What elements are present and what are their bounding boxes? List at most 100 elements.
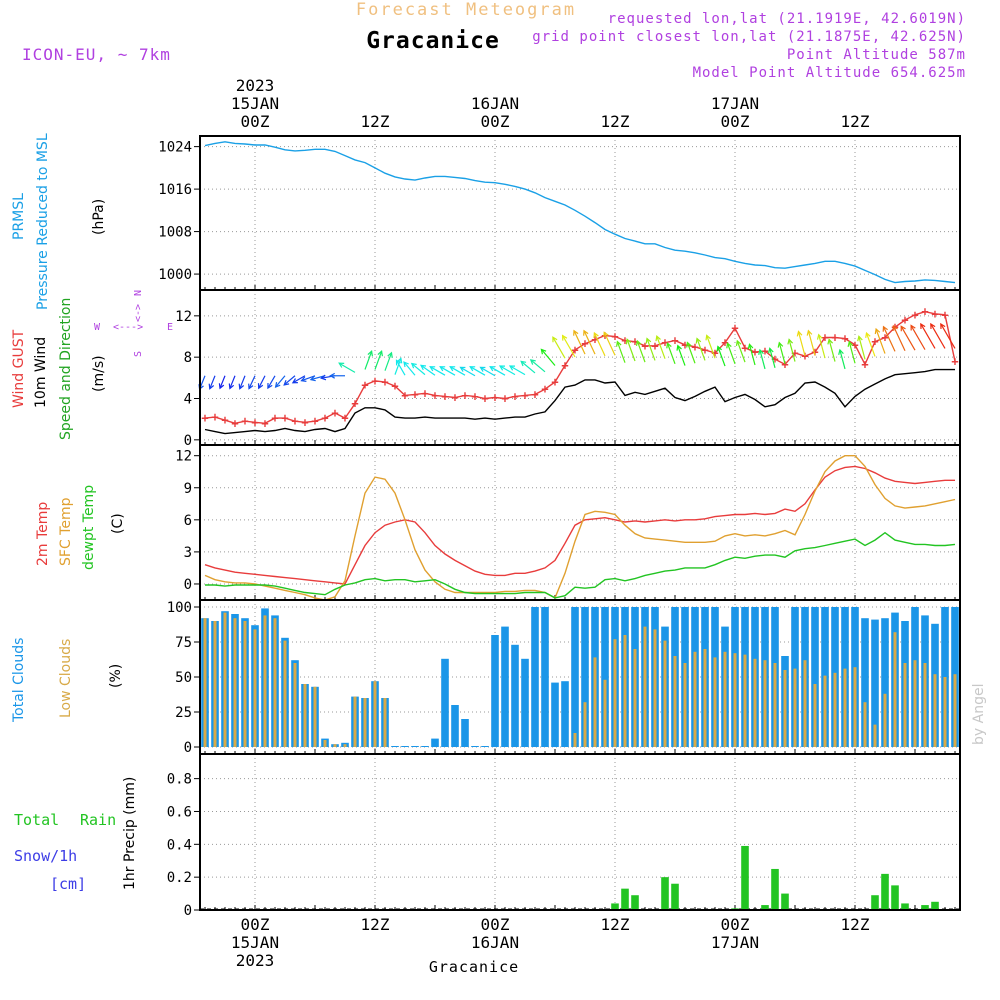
low-cloud-bar	[263, 615, 267, 747]
gust-marker: +	[291, 414, 298, 428]
total-cloud-bar	[491, 635, 499, 747]
y-tick-label: 0.4	[167, 837, 192, 853]
wind-arrow	[394, 358, 402, 375]
y-tick-label: 100	[167, 600, 192, 616]
low-cloud-bar	[843, 668, 847, 747]
wind-arrow-head	[449, 366, 456, 372]
precip-panel-labels: Total Rain Snow/1h [cm] 1hr Precip (mm)	[14, 777, 138, 893]
wind-arrow-head	[747, 343, 754, 350]
total-cloud-bar	[521, 658, 529, 747]
panel-frame	[199, 753, 961, 911]
low-cloud-bar	[303, 684, 307, 747]
wind-arrow	[480, 366, 496, 377]
low-cloud-bar	[853, 667, 857, 747]
gust-marker: +	[421, 386, 428, 400]
wind-arrow-head	[735, 339, 742, 346]
low-cloud-bar	[373, 681, 377, 747]
wind-arrow	[875, 328, 886, 354]
compass-arrow-n: <->	[133, 304, 144, 322]
wind-arrow-head	[508, 365, 516, 371]
wind-arrow-head	[758, 348, 764, 355]
gust-marker: +	[941, 308, 948, 322]
low-cloud-bar	[663, 640, 667, 747]
bottom-year-label: 2023	[236, 951, 275, 970]
rain-bar	[871, 895, 879, 910]
watermark: by Angel	[971, 684, 987, 745]
total-cloud-bar	[501, 626, 509, 747]
y-tick-label: 0	[184, 903, 192, 919]
gust-marker: +	[701, 343, 708, 357]
wind-arrow-head	[666, 342, 672, 349]
rain-bar	[661, 877, 669, 910]
low-cloud-bar	[313, 686, 317, 747]
wind-arrow-head	[395, 359, 402, 366]
wind-arrow	[759, 349, 766, 370]
low-cloud-bar	[763, 660, 767, 747]
wind-arrow-head	[777, 341, 784, 348]
low-cloud-bar	[723, 651, 727, 747]
rain-bar	[621, 888, 629, 910]
series-line-wind-gust	[204, 310, 956, 425]
legend-total: Total	[14, 811, 59, 829]
wind-arrow-head	[248, 383, 254, 390]
wind-arrow-head	[479, 366, 486, 372]
total-cloud-bar	[451, 705, 459, 747]
low-cloud-bar	[913, 660, 917, 747]
wind-arrow-head	[274, 381, 281, 388]
wind-arrow-head	[857, 335, 863, 342]
wind-arrow	[267, 375, 276, 389]
panel-2: 0 3 6 9 12	[175, 444, 961, 601]
wind-arrow	[219, 375, 226, 389]
bottom-date-label: 16JAN	[471, 933, 519, 952]
gust-marker: +	[481, 392, 488, 406]
wind-arrow	[892, 325, 906, 352]
total-cloud-bar	[401, 746, 409, 747]
gust-marker: +	[771, 352, 778, 366]
wind-arrow	[848, 341, 856, 364]
y-tick-label: 0.8	[167, 772, 192, 788]
wind-arrow-head	[625, 338, 632, 345]
wind-arrow-head	[726, 342, 732, 349]
low-cloud-bar	[773, 663, 777, 747]
wind-arrow-head	[768, 347, 774, 354]
legend-rain: Rain	[80, 811, 116, 829]
gust-marker: +	[201, 411, 208, 425]
total-cloud-bar	[871, 619, 879, 747]
y-tick-label: 50	[175, 670, 192, 686]
wind-arrow-head	[520, 360, 527, 367]
cloud-panel-labels: Total Clouds Low Clouds (%)	[11, 638, 124, 723]
wind-arrow	[573, 330, 586, 355]
wind-arrow	[636, 340, 646, 363]
requested-coords: requested lon,lat (21.1919E, 42.6019N)	[608, 11, 966, 27]
gust-marker: +	[801, 349, 808, 363]
wind-arrow	[520, 360, 536, 374]
wind-arrow	[696, 338, 706, 361]
wind-arrow-head	[338, 362, 345, 368]
y-tick-label: 75	[175, 635, 192, 651]
wind-arrow	[778, 342, 786, 364]
low-cloud-bar	[923, 663, 927, 747]
product-title: Forecast Meteogram	[356, 0, 576, 20]
top-time-label: 00Z	[481, 112, 510, 131]
wind-arrow-head	[291, 378, 298, 384]
wind-arrow	[748, 344, 756, 366]
gust-marker: +	[861, 357, 868, 371]
gust-marker: +	[851, 338, 858, 352]
gust-marker: +	[671, 334, 678, 348]
wind-arrow-head	[900, 325, 906, 332]
bottom-date-label: 15JAN	[231, 933, 279, 952]
wind-arrow-head	[695, 337, 702, 344]
wind-arrow	[469, 366, 486, 376]
y-tick-label: 0	[184, 740, 192, 756]
gust-marker: +	[541, 382, 548, 396]
total-cloud-bar	[431, 738, 439, 747]
wind-arrow	[626, 339, 636, 362]
gust-marker: +	[721, 336, 728, 350]
wind-arrow	[603, 331, 616, 356]
gust-marker: +	[401, 388, 408, 402]
temp-panel-labels: 2m Temp SFC Temp dewpt Temp (C)	[35, 485, 126, 570]
gust-marker: +	[231, 416, 238, 430]
series-line-10m-wind	[204, 368, 955, 435]
low-cloud-bar	[653, 629, 657, 747]
